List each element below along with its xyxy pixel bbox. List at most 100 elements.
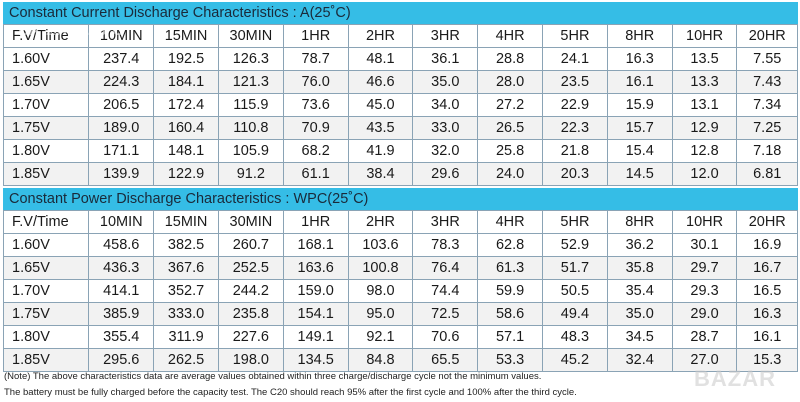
value-cell: 24.1 xyxy=(542,47,608,71)
power-discharge-title: Constant Power Discharge Characteristics… xyxy=(3,188,798,210)
value-cell: 29.3 xyxy=(671,279,738,303)
value-cell: 76.4 xyxy=(412,256,479,280)
value-cell: 48.3 xyxy=(542,325,608,349)
value-cell: 15.7 xyxy=(606,116,673,140)
header-cell: 5HR xyxy=(542,210,608,234)
value-cell: 50.5 xyxy=(542,279,608,303)
value-cell: 92.1 xyxy=(347,325,414,349)
value-cell: 198.0 xyxy=(217,348,284,372)
value-cell: 38.4 xyxy=(347,162,414,186)
value-cell: 13.3 xyxy=(671,70,738,94)
header-cell: 10MIN xyxy=(88,210,155,234)
value-cell: 35.0 xyxy=(412,70,479,94)
current-discharge-table: F.V/Time 10MIN 15MIN 30MIN 1HR 2HR 3HR 4HR 5HR 8H… xyxy=(2,24,798,186)
value-cell: 355.4 xyxy=(88,325,155,349)
value-cell: 73.6 xyxy=(282,93,349,117)
value-cell: 244.2 xyxy=(217,279,284,303)
value-cell: 126.3 xyxy=(217,47,284,71)
value-cell: 352.7 xyxy=(153,279,219,303)
value-cell: 26.5 xyxy=(477,116,544,140)
header-cell-fv-time: F.V/Time xyxy=(2,24,90,48)
value-cell: 139.9 xyxy=(88,162,155,186)
value-cell: 12.0 xyxy=(671,162,738,186)
value-cell: 35.4 xyxy=(606,279,673,303)
table-header-row: F.V/Time 10MIN 15MIN 30MIN 1HR 2HR 3HR 4HR 5HR 8H… xyxy=(2,210,798,234)
voltage-cell: 1.70V xyxy=(2,93,90,117)
power-discharge-section: Constant Power Discharge Characteristics… xyxy=(2,188,798,372)
table-row: 1.70V 206.5 172.4 115.9 73.6 45.0 34.0 27.2 22.9… xyxy=(2,93,798,117)
table-row: 1.75V 385.9 333.0 235.8 154.1 95.0 72.5 58.6 49.… xyxy=(2,302,798,326)
value-cell: 30.1 xyxy=(671,233,738,257)
value-cell: 34.0 xyxy=(412,93,479,117)
value-cell: 148.1 xyxy=(153,139,219,163)
value-cell: 7.25 xyxy=(736,116,798,140)
value-cell: 15.4 xyxy=(606,139,673,163)
header-cell: 15MIN xyxy=(153,210,219,234)
value-cell: 160.4 xyxy=(153,116,219,140)
voltage-cell: 1.80V xyxy=(2,325,90,349)
voltage-cell: 1.85V xyxy=(2,348,90,372)
table-row: 1.65V 436.3 367.6 252.5 163.6 100.8 76.4 61.3 51… xyxy=(2,256,798,280)
value-cell: 154.1 xyxy=(282,302,349,326)
value-cell: 76.0 xyxy=(282,70,349,94)
current-discharge-section: Constant Current Discharge Characteristi… xyxy=(2,2,798,186)
value-cell: 168.1 xyxy=(282,233,349,257)
value-cell: 78.3 xyxy=(412,233,479,257)
value-cell: 24.0 xyxy=(477,162,544,186)
value-cell: 70.6 xyxy=(412,325,479,349)
value-cell: 33.0 xyxy=(412,116,479,140)
value-cell: 21.8 xyxy=(542,139,608,163)
table-row: 1.80V 355.4 311.9 227.6 149.1 92.1 70.6 57.1 48.… xyxy=(2,325,798,349)
value-cell: 28.7 xyxy=(671,325,738,349)
value-cell: 333.0 xyxy=(153,302,219,326)
value-cell: 110.8 xyxy=(217,116,284,140)
value-cell: 57.1 xyxy=(477,325,544,349)
value-cell: 206.5 xyxy=(88,93,155,117)
value-cell: 13.1 xyxy=(671,93,738,117)
value-cell: 12.8 xyxy=(671,139,738,163)
value-cell: 6.81 xyxy=(736,162,798,186)
table-row: 1.70V 414.1 352.7 244.2 159.0 98.0 74.4 59.9 50.… xyxy=(2,279,798,303)
value-cell: 163.6 xyxy=(282,256,349,280)
value-cell: 16.1 xyxy=(606,70,673,94)
header-cell: 1HR xyxy=(282,24,349,48)
header-cell: 10HR xyxy=(671,210,738,234)
value-cell: 45.2 xyxy=(542,348,608,372)
value-cell: 382.5 xyxy=(153,233,219,257)
value-cell: 62.8 xyxy=(477,233,544,257)
value-cell: 12.9 xyxy=(671,116,738,140)
value-cell: 46.6 xyxy=(347,70,414,94)
value-cell: 98.0 xyxy=(347,279,414,303)
header-cell: 1HR xyxy=(282,210,349,234)
value-cell: 295.6 xyxy=(88,348,155,372)
value-cell: 227.6 xyxy=(217,325,284,349)
value-cell: 103.6 xyxy=(347,233,414,257)
voltage-cell: 1.80V xyxy=(2,139,90,163)
table-row: 1.85V 295.6 262.5 198.0 134.5 84.8 65.5 53.3 45.… xyxy=(2,348,798,372)
value-cell: 72.5 xyxy=(412,302,479,326)
table-row: 1.60V 237.4 192.5 126.3 78.7 48.1 36.1 28.8 24.1… xyxy=(2,47,798,71)
value-cell: 436.3 xyxy=(88,256,155,280)
voltage-cell: 1.60V xyxy=(2,233,90,257)
value-cell: 91.2 xyxy=(217,162,284,186)
value-cell: 41.9 xyxy=(347,139,414,163)
table-row: 1.60V 458.6 382.5 260.7 168.1 103.6 78.3 62.8 52… xyxy=(2,233,798,257)
value-cell: 53.3 xyxy=(477,348,544,372)
note-line-2: The battery must be fully charged before… xyxy=(4,387,577,398)
watermark-top: БА ZAR . B G xyxy=(18,22,126,39)
value-cell: 20.3 xyxy=(542,162,608,186)
value-cell: 58.6 xyxy=(477,302,544,326)
header-cell: 20HR xyxy=(736,24,798,48)
value-cell: 14.5 xyxy=(606,162,673,186)
value-cell: 15.3 xyxy=(736,348,798,372)
voltage-cell: 1.85V xyxy=(2,162,90,186)
value-cell: 32.4 xyxy=(606,348,673,372)
value-cell: 23.5 xyxy=(542,70,608,94)
value-cell: 105.9 xyxy=(217,139,284,163)
value-cell: 149.1 xyxy=(282,325,349,349)
value-cell: 59.9 xyxy=(477,279,544,303)
header-cell: 30MIN xyxy=(217,24,284,48)
value-cell: 27.0 xyxy=(671,348,738,372)
value-cell: 262.5 xyxy=(153,348,219,372)
value-cell: 35.0 xyxy=(606,302,673,326)
